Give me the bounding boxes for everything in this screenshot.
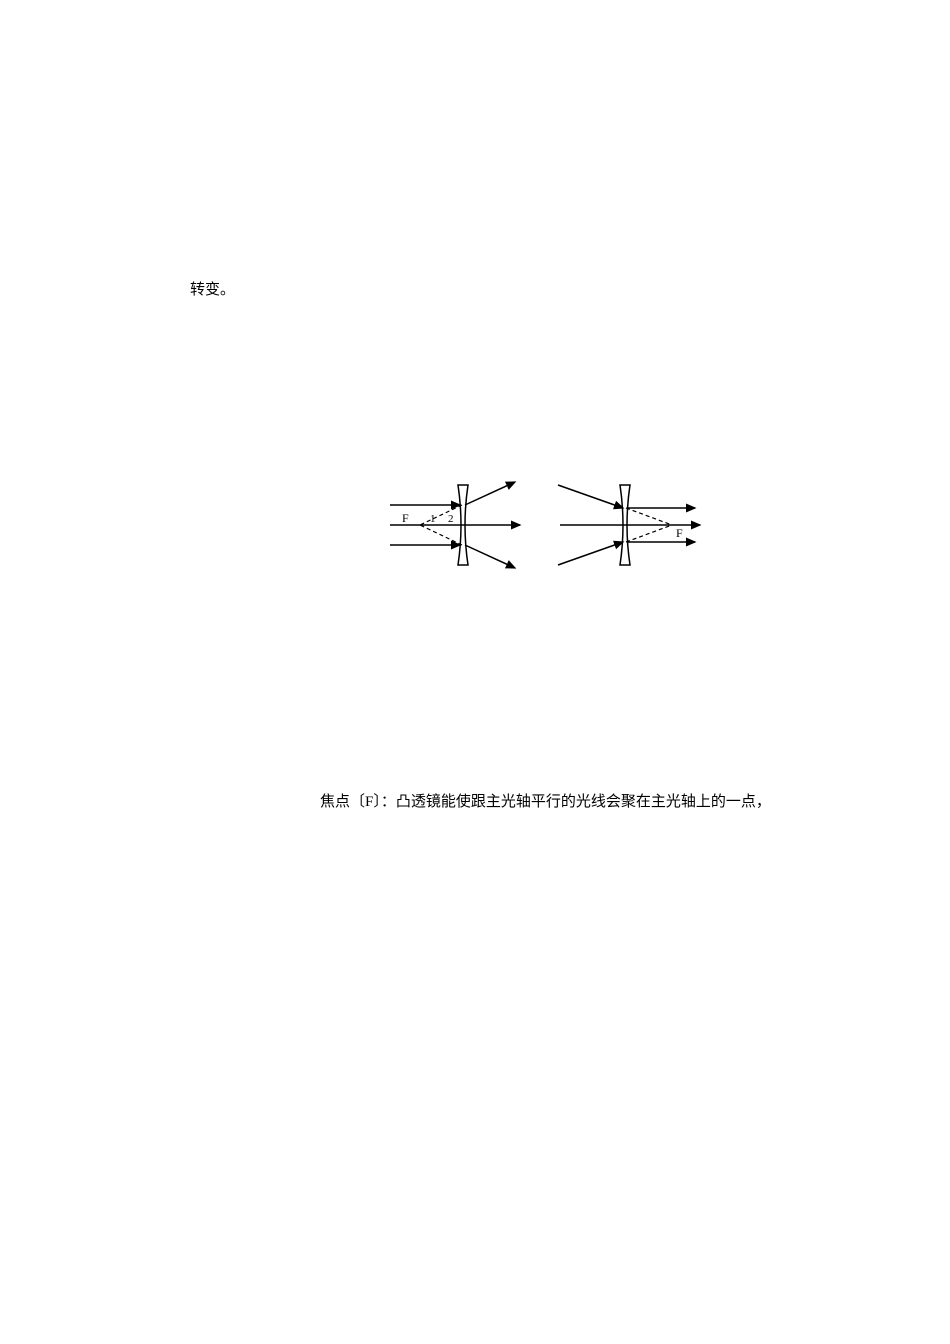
- right-lens-diagram: F: [550, 470, 710, 580]
- label-1: 1: [430, 513, 436, 525]
- ray-in-bottom-right: [558, 542, 623, 565]
- lens-diagrams: F 1 2 F: [380, 470, 710, 580]
- dash-top-left: [420, 505, 462, 525]
- label-F-right: F: [676, 526, 683, 540]
- dash-bottom-right: [626, 525, 672, 542]
- ray-in-top-right: [558, 485, 623, 508]
- label-2: 2: [448, 513, 454, 525]
- dash-top-right: [626, 508, 672, 525]
- focal-text-content: 焦点〔F〕：凸透镜能使跟主光轴平行的光线会聚在主光轴上的一点，: [320, 794, 771, 810]
- dash-bottom-left: [420, 525, 462, 545]
- label-F-left: F: [402, 511, 409, 525]
- focal-point-definition: 焦点〔F〕：凸透镜能使跟主光轴平行的光线会聚在主光轴上的一点，: [320, 790, 771, 814]
- ray-out-bottom-left: [465, 545, 515, 568]
- line1-content: 转变。: [190, 282, 235, 298]
- text-line-1: 转变。: [190, 278, 235, 302]
- left-lens-diagram: F 1 2: [380, 470, 530, 580]
- ray-out-top-left: [465, 482, 515, 505]
